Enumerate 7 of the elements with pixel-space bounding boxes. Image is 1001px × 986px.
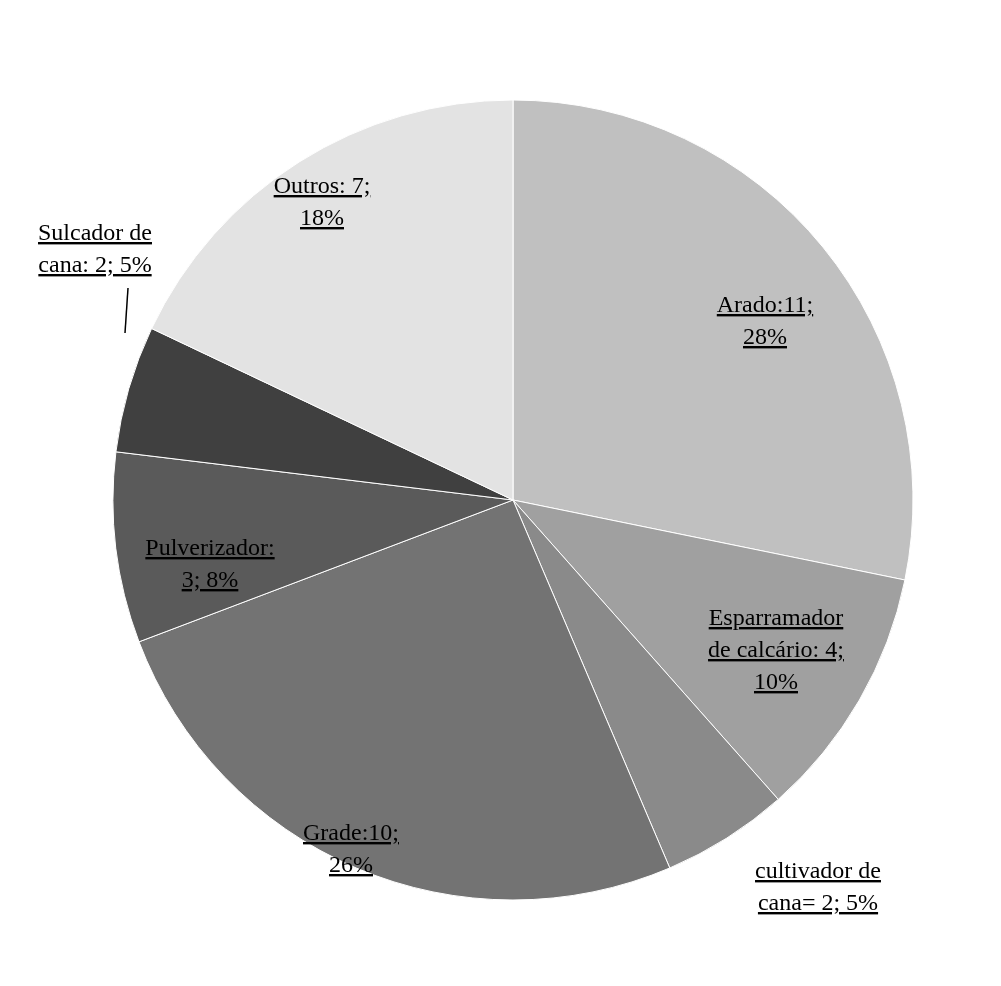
slice-label: Arado:11; 28% xyxy=(716,291,814,349)
slice-label: Outros: 7; 18% xyxy=(273,172,371,230)
slice-label: cultivador de cana= 2; 5% xyxy=(755,857,881,915)
slice-label: Pulverizador: 3; 8% xyxy=(145,534,275,592)
slice-label: Grade:10; 26% xyxy=(303,819,399,877)
slice-label: Esparramador de calcário: 4; 10% xyxy=(708,604,844,694)
slice-label: Sulcador de cana: 2; 5% xyxy=(38,219,152,277)
